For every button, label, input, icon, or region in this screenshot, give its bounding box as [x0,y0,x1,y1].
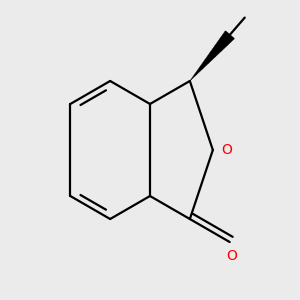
Text: O: O [226,249,237,263]
Text: O: O [221,143,232,157]
Polygon shape [190,31,234,81]
